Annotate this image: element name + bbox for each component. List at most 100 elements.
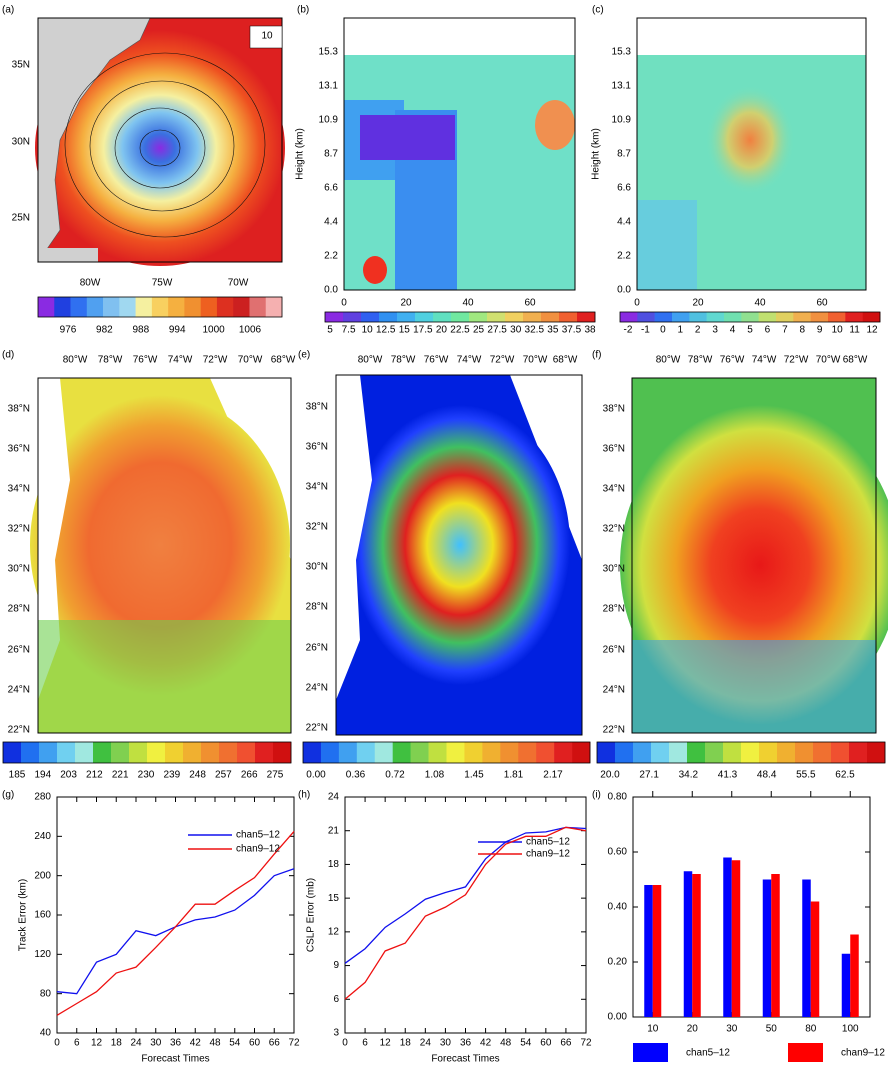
colorbar-swatch: [57, 742, 76, 763]
colorbar-swatch: [379, 312, 398, 322]
colorbar-swatch: [536, 742, 555, 763]
y-tick-label: 2.2: [324, 251, 338, 262]
x-tick-label: 12: [380, 1038, 392, 1049]
colorbar-swatch: [849, 742, 868, 763]
colorbar-swatch: [184, 297, 201, 317]
y-tick-label: 26°N: [306, 643, 328, 654]
y-tick-label: 38°N: [8, 404, 30, 415]
colorbar-swatch: [147, 742, 166, 763]
colorbar-label: 38: [584, 325, 596, 336]
x-tick-label: 75W: [152, 278, 173, 289]
colorbar-label: 988: [132, 325, 149, 336]
plot-frame: [632, 796, 871, 1018]
colorbar-label: 20.0: [600, 770, 620, 781]
panel-label: (f): [592, 350, 601, 361]
colorbar-swatch: [249, 297, 267, 317]
y-tick-label: 24°N: [603, 685, 625, 696]
colorbar-label: 266: [241, 770, 258, 781]
y-tick-label: 12: [328, 926, 340, 937]
x-tick-label: 48: [209, 1038, 221, 1049]
colorbar-swatch: [200, 297, 218, 317]
y-tick-label: 160: [34, 910, 51, 921]
y-tick-label: 10.9: [612, 115, 632, 126]
x-tick-label: 78°W: [391, 355, 416, 366]
colorbar-swatch: [672, 312, 690, 322]
colorbar-swatch: [559, 312, 578, 322]
y-tick-label: 36°N: [8, 444, 30, 455]
y-tick-label: 34°N: [603, 484, 625, 495]
x-tick-label: 30: [440, 1038, 452, 1049]
bar: [810, 901, 820, 1017]
colorbar-swatch: [338, 742, 358, 763]
legend-label: chan9–12: [236, 844, 280, 855]
bar: [683, 871, 693, 1017]
x-tick-label: 0: [634, 298, 640, 309]
colorbar-label: -2: [624, 325, 633, 336]
x-tick-label: 60: [540, 1038, 552, 1049]
colorbar-label: 35: [547, 325, 559, 336]
colorbar-label: 0.36: [346, 770, 366, 781]
colorbar-label: 41.3: [718, 770, 738, 781]
x-tick-label: 72°W: [784, 355, 809, 366]
colorbar-swatch: [706, 312, 725, 322]
legend-label: chan9–12: [526, 849, 570, 860]
colorbar-label: 221: [112, 770, 129, 781]
x-tick-label: 78°W: [688, 355, 713, 366]
colorbar-label: 7.5: [342, 325, 356, 336]
x-tick-label: 50: [766, 1024, 778, 1035]
y-tick-label: 280: [34, 792, 51, 803]
colorbar-swatch: [723, 742, 742, 763]
colorbar-label: 185: [9, 770, 26, 781]
panel-label: (a): [2, 5, 14, 16]
colorbar-swatch: [500, 742, 519, 763]
colorbar-label: 10: [362, 325, 374, 336]
colorbar-label: 12: [866, 325, 878, 336]
colorbar-swatch: [597, 742, 616, 763]
legend-swatch: [633, 1043, 668, 1062]
map-field-a: [35, 17, 285, 266]
colorbar-label: 5: [327, 325, 333, 336]
colorbar-label: 10: [832, 325, 844, 336]
bar: [850, 934, 859, 1017]
y-axis-title: Track Error (km): [18, 879, 29, 951]
colorbar-swatch: [183, 742, 202, 763]
x-tick-label: 24: [130, 1038, 142, 1049]
colorbar-swatch: [165, 742, 184, 763]
y-tick-label: 0.40: [608, 902, 628, 913]
colorbar-swatch: [201, 742, 220, 763]
x-tick-label: 72°W: [203, 355, 228, 366]
colorbar-swatch: [255, 742, 274, 763]
x-tick-label: 80°W: [656, 355, 681, 366]
y-tick-label: 240: [34, 831, 51, 842]
y-tick-label: 80: [40, 988, 52, 999]
colorbar-swatch: [759, 742, 778, 763]
colorbar-label: 982: [96, 325, 113, 336]
map-field-f: [620, 377, 888, 734]
x-tick-label: 60: [816, 298, 828, 309]
colorbar-swatch: [724, 312, 742, 322]
colorbar-swatch: [374, 742, 393, 763]
colorbar-label: 4: [730, 325, 736, 336]
colorbar-swatch: [741, 742, 760, 763]
colorbar-label: 12.5: [376, 325, 396, 336]
colorbar-frame: [596, 741, 886, 764]
colorbar-swatch: [325, 312, 344, 322]
colorbar-swatch: [487, 312, 506, 322]
y-tick-label: 10.9: [319, 115, 339, 126]
y-tick-label: 3: [333, 1028, 339, 1039]
y-axis-title: Height (km): [591, 128, 602, 180]
colorbar-label: 1.45: [464, 770, 484, 781]
x-tick-label: 20: [687, 1024, 699, 1035]
x-tick-label: 74°W: [168, 355, 193, 366]
x-tick-label: 30: [150, 1038, 162, 1049]
colorbar-swatch: [54, 297, 71, 317]
x-tick-label: 54: [229, 1038, 241, 1049]
colorbar-swatch: [75, 742, 94, 763]
colorbar-swatch: [651, 742, 670, 763]
y-tick-label: 120: [34, 949, 51, 960]
colorbar-label: 1: [678, 325, 684, 336]
bar: [723, 857, 732, 1017]
x-tick-label: 80°W: [63, 355, 88, 366]
y-tick-label: 30N: [12, 137, 30, 148]
colorbar-swatch: [446, 742, 465, 763]
